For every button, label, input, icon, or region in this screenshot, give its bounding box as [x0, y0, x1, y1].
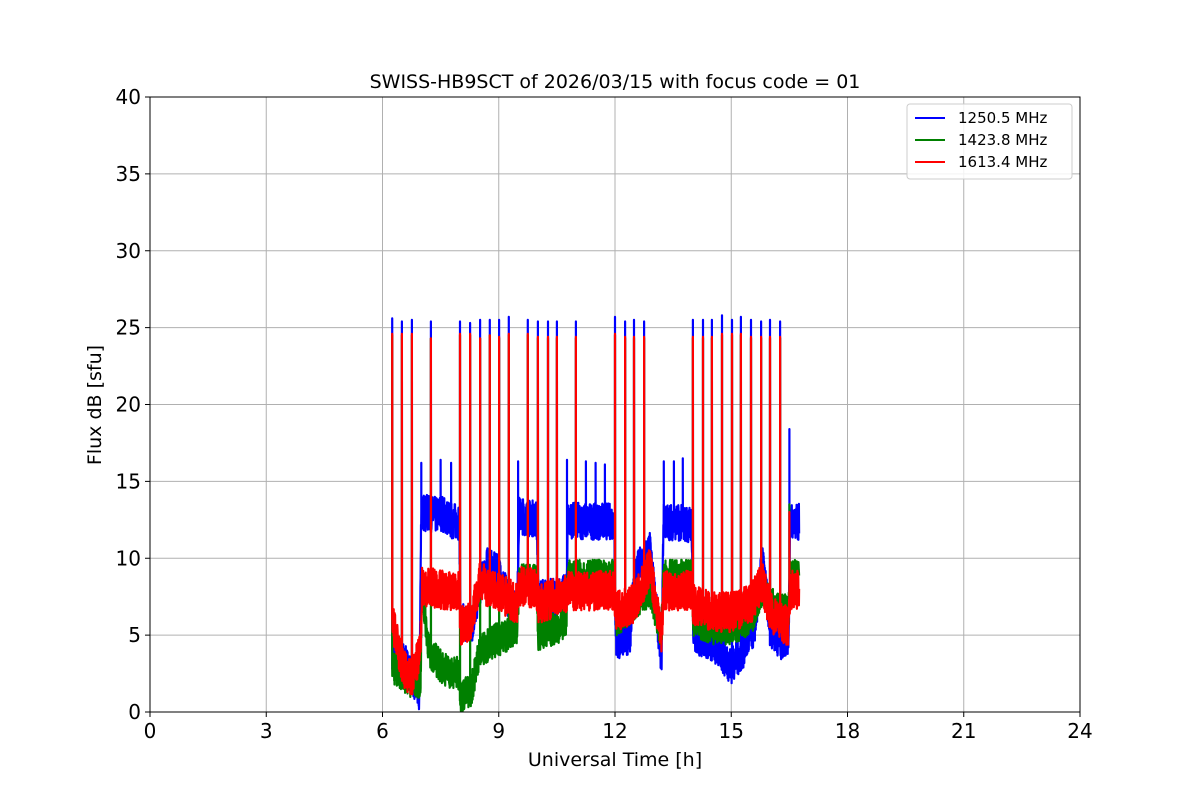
chart-title: SWISS-HB9SCT of 2026/03/15 with focus co…: [370, 71, 861, 93]
y-axis-label: Flux dB [sfu]: [84, 345, 106, 465]
x-tick-label: 6: [376, 719, 389, 743]
x-tick-label: 24: [1067, 719, 1092, 743]
y-tick-label: 5: [128, 623, 141, 647]
x-tick-label: 3: [260, 719, 273, 743]
x-tick-label: 18: [835, 719, 860, 743]
y-tick-label: 15: [116, 469, 141, 493]
x-tick-label: 0: [144, 719, 157, 743]
y-tick-label: 40: [116, 85, 141, 109]
x-tick-label: 15: [719, 719, 744, 743]
y-tick-label: 30: [116, 239, 141, 263]
legend-label: 1423.8 MHz: [958, 131, 1047, 149]
legend-label: 1613.4 MHz: [958, 153, 1047, 171]
x-tick-label: 9: [492, 719, 505, 743]
x-tick-label: 12: [602, 719, 627, 743]
y-tick-label: 10: [116, 546, 141, 570]
y-tick-label: 0: [128, 700, 141, 724]
y-tick-label: 25: [116, 316, 141, 340]
x-tick-label: 21: [951, 719, 976, 743]
series-line-2: [391, 332, 801, 696]
legend-box: [906, 103, 1073, 180]
series-line-0: [391, 314, 801, 711]
y-tick-label: 20: [116, 393, 141, 417]
x-axis-label: Universal Time [h]: [528, 749, 702, 771]
legend: 1250.5 MHz 1423.8 MHz 1613.4 MHz: [906, 103, 1073, 180]
y-tick-label: 35: [116, 162, 141, 186]
legend-label: 1250.5 MHz: [958, 109, 1047, 127]
axis-ticks: 0 3 6 9 12 15 18 21 24 0 5 10 15 20 25 30 35 40: [116, 85, 1093, 743]
series-group: [391, 314, 801, 713]
